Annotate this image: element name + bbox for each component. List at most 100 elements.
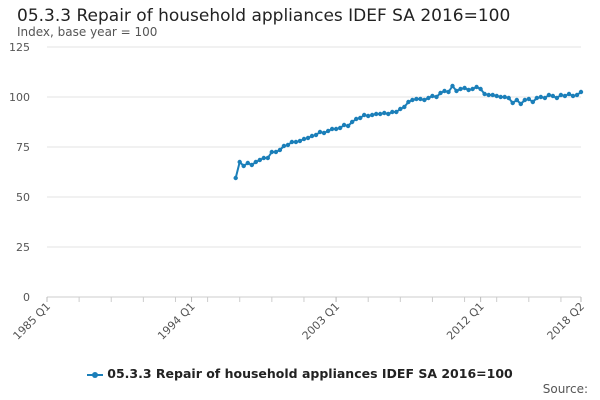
chart-title: 05.3.3 Repair of household appliances ID… — [17, 6, 511, 26]
data-point — [554, 95, 560, 101]
data-point — [382, 110, 387, 116]
y-tick-label: 25 — [16, 241, 30, 254]
data-point — [510, 100, 515, 106]
data-point — [374, 111, 379, 117]
data-point — [301, 136, 307, 142]
data-point — [309, 133, 315, 139]
data-point — [430, 93, 435, 99]
data-point — [277, 147, 283, 153]
data-point — [237, 159, 242, 165]
data-point — [578, 89, 584, 95]
data-point — [329, 126, 335, 132]
y-tick-label: 75 — [16, 141, 30, 154]
y-tick-label: 100 — [9, 91, 30, 104]
data-point — [570, 93, 576, 99]
data-point — [426, 95, 431, 101]
data-point — [345, 123, 351, 129]
data-point — [490, 92, 495, 98]
data-point — [285, 142, 291, 148]
data-point — [538, 94, 543, 100]
data-point — [321, 130, 327, 136]
data-point — [366, 113, 371, 119]
x-tick-label: 2003 Q1 — [300, 300, 343, 343]
legend-label: 05.3.3 Repair of household appliances ID… — [107, 366, 513, 381]
data-point — [422, 97, 427, 103]
data-point — [341, 122, 347, 128]
data-point — [506, 95, 511, 101]
data-point — [313, 132, 319, 138]
legend[interactable]: 05.3.3 Repair of household appliances ID… — [0, 366, 600, 381]
data-point — [370, 112, 375, 118]
data-point — [546, 92, 552, 98]
legend-marker-dot — [92, 371, 99, 378]
data-point — [534, 95, 539, 101]
data-point — [518, 101, 523, 107]
data-point — [462, 85, 467, 91]
data-point — [406, 99, 411, 105]
data-point — [434, 94, 439, 100]
data-point — [498, 94, 503, 100]
data-point — [502, 94, 507, 100]
data-point — [470, 86, 475, 92]
data-point — [446, 89, 451, 95]
data-point — [337, 125, 343, 131]
data-point — [530, 99, 535, 105]
x-tick-label: 2018 Q2 — [545, 300, 588, 343]
data-point — [566, 91, 572, 97]
data-point — [245, 160, 250, 166]
data-point — [486, 92, 491, 98]
data-point — [386, 111, 391, 117]
data-point — [526, 96, 531, 102]
data-point — [390, 109, 395, 115]
data-point — [414, 96, 419, 102]
data-point — [333, 126, 339, 132]
data-point — [542, 95, 548, 101]
data-point — [265, 155, 270, 161]
data-point — [562, 93, 568, 99]
data-point — [494, 93, 499, 99]
data-point — [550, 93, 556, 99]
data-point — [317, 129, 323, 135]
data-point — [458, 86, 463, 92]
data-point — [362, 112, 367, 118]
data-point — [522, 97, 527, 103]
data-point — [442, 88, 447, 94]
legend-marker — [87, 370, 104, 380]
x-tick-label: 1985 Q1 — [11, 300, 54, 343]
chart-subtitle: Index, base year = 100 — [17, 25, 158, 39]
data-point — [418, 96, 423, 102]
data-point — [402, 104, 407, 110]
data-point — [281, 143, 287, 149]
data-point — [450, 83, 455, 89]
data-point — [233, 175, 238, 181]
data-point — [358, 115, 363, 121]
y-tick-label: 125 — [9, 41, 30, 54]
data-point — [438, 90, 443, 96]
data-point — [378, 111, 383, 117]
y-tick-label: 0 — [23, 291, 30, 304]
data-point — [394, 109, 399, 115]
x-tick-label: 1994 Q1 — [155, 300, 198, 343]
data-point — [349, 119, 355, 125]
data-point — [325, 128, 331, 134]
data-point — [514, 97, 519, 103]
data-point — [466, 87, 471, 93]
data-point — [398, 106, 403, 112]
data-point — [253, 159, 258, 165]
data-point — [482, 91, 487, 97]
data-point — [410, 97, 415, 103]
y-tick-label: 50 — [16, 191, 30, 204]
data-point — [257, 157, 262, 163]
data-point — [474, 84, 479, 90]
x-tick-label: 2012 Q1 — [444, 300, 487, 343]
source-label: Source: — [542, 382, 588, 396]
data-point — [273, 149, 279, 155]
data-point — [293, 139, 299, 145]
data-point — [574, 92, 580, 98]
data-point — [269, 149, 274, 155]
data-point — [454, 88, 459, 94]
data-point — [289, 139, 295, 145]
data-point — [558, 92, 564, 98]
data-point — [241, 163, 246, 169]
